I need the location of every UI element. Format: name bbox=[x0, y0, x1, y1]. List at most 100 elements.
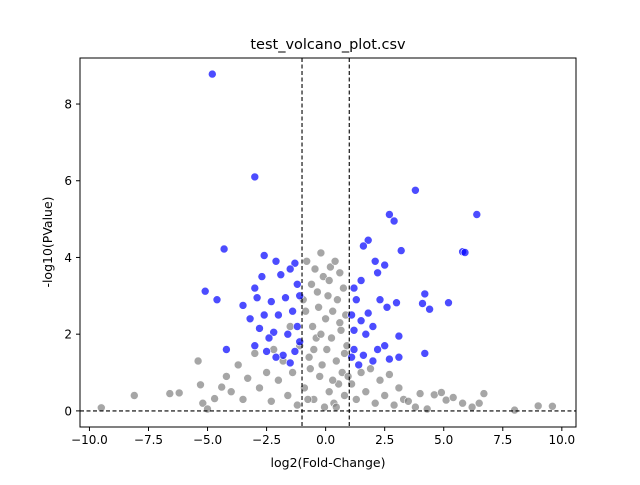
significant-point-63 bbox=[385, 354, 394, 364]
nonsignificant-point-51 bbox=[331, 356, 341, 366]
significant-point-32 bbox=[238, 301, 248, 310]
nonsignificant-point-67 bbox=[370, 398, 380, 408]
significant-point-72 bbox=[354, 360, 364, 370]
nonsignificant-point-64 bbox=[356, 368, 366, 377]
nonsignificant-point-39 bbox=[317, 360, 327, 370]
nonsignificant-point-30 bbox=[304, 352, 314, 362]
significant-point-73 bbox=[285, 358, 295, 368]
nonsignificant-point-31 bbox=[307, 279, 316, 289]
significant-point-38 bbox=[363, 308, 373, 318]
significant-point-41 bbox=[245, 314, 255, 324]
nonsignificant-point-83 bbox=[467, 402, 477, 412]
nonsignificant-point-88 bbox=[548, 401, 557, 411]
significant-point-56 bbox=[250, 341, 260, 351]
significant-point-26 bbox=[349, 283, 359, 293]
nonsignificant-point-16 bbox=[255, 383, 264, 393]
nonsignificant-point-6 bbox=[198, 398, 208, 408]
y-tick-label: 8 bbox=[64, 98, 72, 112]
nonsignificant-point-36 bbox=[314, 302, 323, 312]
nonsignificant-point-69 bbox=[380, 391, 390, 400]
significant-point-10 bbox=[363, 235, 373, 245]
significant-point-45 bbox=[292, 322, 302, 331]
nonsignificant-point-10 bbox=[222, 372, 231, 381]
x-tick-label: 2.5 bbox=[375, 433, 394, 447]
significant-point-58 bbox=[278, 350, 288, 360]
nonsignificant-point-68 bbox=[375, 375, 385, 385]
significant-point-35 bbox=[281, 293, 290, 303]
nonsignificant-point-45 bbox=[324, 387, 334, 397]
nonsignificant-point-75 bbox=[411, 402, 420, 412]
significant-point-65 bbox=[420, 349, 430, 358]
significant-point-57 bbox=[262, 347, 271, 356]
chart-title: test_volcano_plot.csv bbox=[250, 37, 406, 53]
significant-point-29 bbox=[444, 298, 453, 308]
significant-point-22 bbox=[276, 270, 286, 280]
significant-point-59 bbox=[290, 347, 300, 356]
significant-point-71 bbox=[264, 333, 274, 343]
nonsignificant-point-77 bbox=[422, 404, 432, 414]
x-tick-label: 5.0 bbox=[434, 433, 453, 447]
nonsignificant-point-14 bbox=[243, 373, 252, 383]
nonsignificant-point-37 bbox=[315, 372, 325, 381]
significant-point-34 bbox=[266, 297, 276, 306]
nonsignificant-point-18 bbox=[266, 396, 276, 406]
significant-point-21 bbox=[257, 272, 267, 281]
significant-point-61 bbox=[359, 350, 368, 360]
nonsignificant-point-17 bbox=[262, 368, 271, 377]
nonsignificant-point-58 bbox=[340, 391, 349, 400]
significant-point-8 bbox=[460, 248, 470, 257]
nonsignificant-point-47 bbox=[327, 333, 336, 343]
nonsignificant-point-5 bbox=[196, 380, 205, 390]
significant-point-50 bbox=[269, 327, 279, 337]
significant-point-49 bbox=[255, 324, 264, 333]
significant-point-40 bbox=[382, 302, 392, 312]
nonsignificant-point-93 bbox=[335, 318, 345, 328]
nonsignificant-point-61 bbox=[343, 372, 353, 381]
nonsignificant-point-57 bbox=[339, 283, 348, 293]
significant-point-54 bbox=[394, 331, 404, 341]
significant-point-66 bbox=[271, 352, 281, 362]
significant-point-5 bbox=[472, 210, 482, 219]
data-points-layer bbox=[97, 69, 557, 415]
nonsignificant-point-74 bbox=[403, 396, 413, 406]
nonsignificant-point-86 bbox=[510, 405, 519, 415]
x-tick-label: −10.0 bbox=[71, 433, 108, 447]
significant-point-9 bbox=[396, 246, 406, 255]
significant-point-51 bbox=[283, 329, 293, 339]
x-axis-label: log2(Fold-Change) bbox=[271, 455, 386, 470]
nonsignificant-point-3 bbox=[174, 388, 184, 398]
nonsignificant-point-12 bbox=[233, 360, 243, 370]
nonsignificant-point-7 bbox=[203, 404, 212, 414]
nonsignificant-point-81 bbox=[448, 393, 458, 402]
significant-point-18 bbox=[200, 286, 210, 296]
significant-point-28 bbox=[392, 298, 401, 308]
nonsignificant-point-22 bbox=[283, 391, 293, 400]
nonsignificant-point-89 bbox=[301, 306, 310, 316]
significant-point-4 bbox=[389, 216, 399, 226]
significant-point-64 bbox=[394, 352, 404, 362]
nonsignificant-point-76 bbox=[415, 389, 425, 398]
nonsignificant-point-99 bbox=[331, 402, 341, 412]
nonsignificant-point-9 bbox=[217, 382, 226, 392]
nonsignificant-point-11 bbox=[226, 387, 236, 397]
nonsignificant-point-63 bbox=[351, 395, 361, 404]
significant-point-2 bbox=[411, 186, 420, 195]
nonsignificant-point-65 bbox=[361, 387, 371, 397]
significant-point-16 bbox=[370, 256, 380, 266]
nonsignificant-point-2 bbox=[165, 389, 175, 398]
nonsignificant-point-71 bbox=[389, 400, 399, 410]
significant-point-0 bbox=[208, 69, 217, 79]
nonsignificant-point-19 bbox=[269, 345, 279, 354]
significant-point-11 bbox=[359, 241, 368, 251]
significant-point-14 bbox=[290, 258, 300, 268]
significant-point-60 bbox=[349, 345, 359, 354]
significant-point-62 bbox=[373, 345, 382, 354]
x-tick-label: −2.5 bbox=[252, 433, 281, 447]
nonsignificant-point-40 bbox=[318, 272, 328, 281]
nonsignificant-point-97 bbox=[340, 349, 349, 358]
significant-point-42 bbox=[259, 310, 269, 320]
significant-point-43 bbox=[274, 310, 283, 320]
nonsignificant-point-48 bbox=[328, 306, 338, 316]
